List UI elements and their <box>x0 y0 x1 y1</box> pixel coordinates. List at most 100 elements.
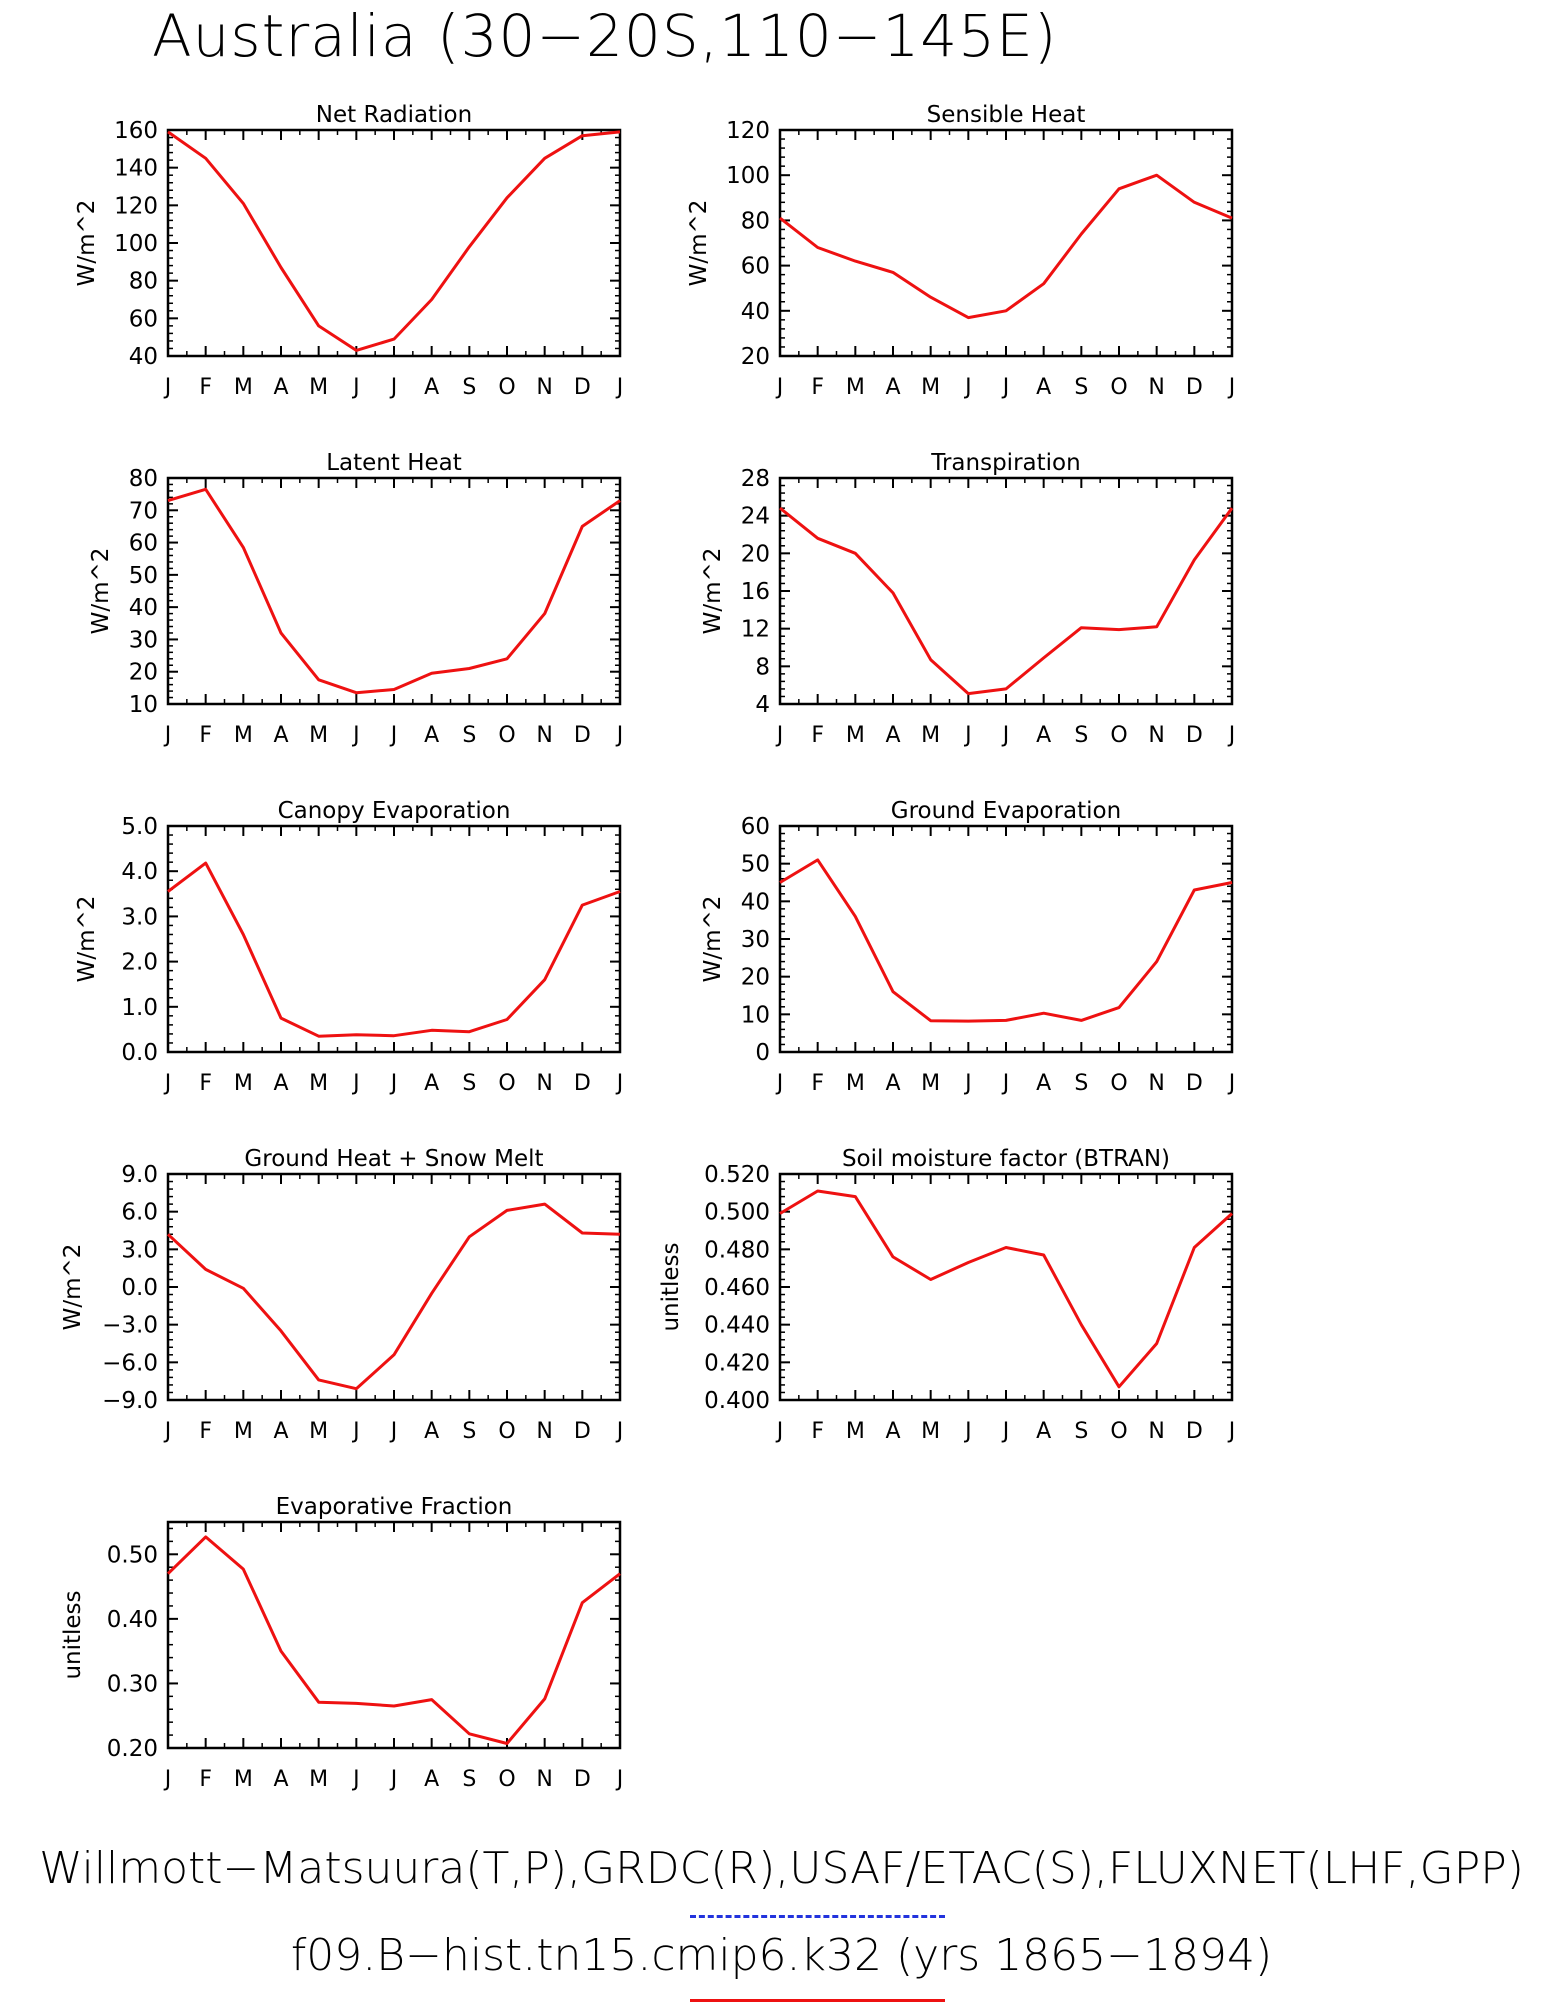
x-tick-label: J <box>389 723 398 748</box>
x-tick-label: A <box>273 723 288 748</box>
y-tick-label: 40 <box>741 299 770 325</box>
x-tick-label: J <box>351 1767 360 1792</box>
y-tick-label: 0.500 <box>704 1200 770 1226</box>
x-tick-label: F <box>199 1767 212 1792</box>
x-tick-label: N <box>1148 723 1164 748</box>
chart-title: Evaporative Fraction <box>276 1494 513 1520</box>
x-tick-label: J <box>389 375 398 400</box>
page-title: Australia (30−20S,110−145E) <box>152 2 1058 70</box>
x-tick-label: M <box>309 723 328 748</box>
y-tick-label: 0.20 <box>107 1736 158 1762</box>
y-tick-label: 80 <box>741 208 770 234</box>
x-tick-label: S <box>462 1419 476 1444</box>
plot-frame <box>166 1172 622 1402</box>
y-tick-label: 100 <box>114 231 158 257</box>
x-tick-label: M <box>846 723 865 748</box>
y-axis-label: unitless <box>658 1242 684 1331</box>
x-tick-label: J <box>615 1071 624 1096</box>
x-tick-label: D <box>1186 1071 1203 1096</box>
x-tick-label: F <box>811 1419 824 1444</box>
x-tick-label: J <box>1227 375 1236 400</box>
x-tick-label: A <box>885 723 900 748</box>
y-tick-label: 40 <box>741 889 770 915</box>
y-tick-label: 0 <box>755 1040 770 1066</box>
x-tick-label: A <box>273 375 288 400</box>
x-tick-label: F <box>811 723 824 748</box>
x-tick-label: J <box>1227 1071 1236 1096</box>
x-tick-label: M <box>234 375 253 400</box>
y-tick-label: 70 <box>129 498 158 524</box>
x-tick-label: N <box>536 723 552 748</box>
y-tick-label: 28 <box>741 466 770 492</box>
x-tick-label: A <box>1036 1419 1051 1444</box>
y-tick-label: 0.460 <box>704 1275 770 1301</box>
x-tick-label: F <box>199 375 212 400</box>
x-tick-label: D <box>574 375 591 400</box>
x-tick-label: D <box>574 723 591 748</box>
y-tick-label: 0.0 <box>121 1040 158 1066</box>
y-tick-label: 80 <box>129 466 158 492</box>
x-tick-label: M <box>234 1071 253 1096</box>
y-tick-label: 60 <box>741 814 770 840</box>
x-tick-label: D <box>1186 723 1203 748</box>
x-tick-label: S <box>462 1071 476 1096</box>
y-tick-label: 60 <box>741 254 770 280</box>
y-axis-label: W/m^2 <box>74 896 100 983</box>
x-tick-label: F <box>811 1071 824 1096</box>
x-tick-label: O <box>1110 1071 1127 1096</box>
x-tick-label: J <box>615 375 624 400</box>
x-tick-label: J <box>775 375 784 400</box>
x-tick-label: J <box>1001 1071 1010 1096</box>
x-tick-label: J <box>775 723 784 748</box>
x-tick-label: J <box>389 1419 398 1444</box>
chart-title: Transpiration <box>930 450 1080 476</box>
plot-frame <box>778 128 1234 358</box>
x-tick-label: A <box>1036 1071 1051 1096</box>
plot-frame <box>778 824 1234 1054</box>
y-axis-label: unitless <box>60 1590 86 1679</box>
y-axis-label: W/m^2 <box>700 896 726 983</box>
y-axis-label: W/m^2 <box>686 200 712 287</box>
y-tick-label: 1.0 <box>121 995 158 1021</box>
y-tick-label: 16 <box>741 579 770 605</box>
y-tick-label: 120 <box>114 193 158 219</box>
y-tick-label: −3.0 <box>102 1313 158 1339</box>
y-tick-label: 8 <box>755 654 770 680</box>
x-tick-label: S <box>1074 375 1088 400</box>
x-tick-label: J <box>389 1071 398 1096</box>
y-tick-label: 3.0 <box>121 1237 158 1263</box>
y-tick-label: 4 <box>755 692 770 718</box>
x-tick-label: N <box>536 1071 552 1096</box>
y-tick-label: 50 <box>129 563 158 589</box>
y-tick-label: 2.0 <box>121 950 158 976</box>
x-tick-label: J <box>775 1419 784 1444</box>
y-tick-label: 40 <box>129 344 158 370</box>
x-tick-label: M <box>309 1767 328 1792</box>
x-tick-label: A <box>424 723 439 748</box>
y-axis-label: W/m^2 <box>700 548 726 635</box>
chart-title: Canopy Evaporation <box>278 798 511 824</box>
x-tick-label: J <box>351 375 360 400</box>
x-tick-label: J <box>351 1419 360 1444</box>
chart-title: Net Radiation <box>316 102 472 128</box>
x-tick-label: J <box>163 723 172 748</box>
model-series-line <box>167 487 621 695</box>
x-tick-label: F <box>199 1071 212 1096</box>
x-tick-label: F <box>199 1419 212 1444</box>
y-tick-label: 40 <box>129 595 158 621</box>
y-tick-label: 60 <box>129 531 158 557</box>
x-tick-label: J <box>1227 1419 1236 1444</box>
chart-title: Ground Evaporation <box>891 798 1121 824</box>
x-tick-label: J <box>1227 723 1236 748</box>
x-tick-label: J <box>163 1767 172 1792</box>
x-tick-label: F <box>811 375 824 400</box>
x-tick-label: A <box>273 1767 288 1792</box>
x-tick-label: N <box>1148 1071 1164 1096</box>
y-tick-label: 0.520 <box>704 1162 770 1188</box>
y-tick-label: 4.0 <box>121 859 158 885</box>
observation-legend-dash <box>690 1915 945 1918</box>
model-series-line <box>779 506 1234 696</box>
